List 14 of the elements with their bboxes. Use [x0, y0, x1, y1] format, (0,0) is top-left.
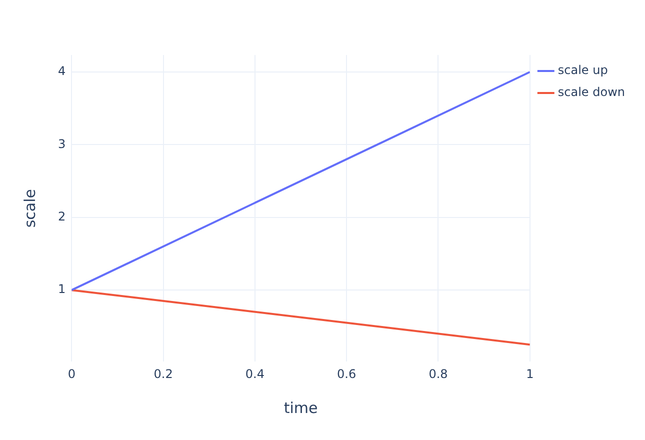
legend-label: scale down [558, 85, 626, 100]
y-tick-label: 2 [58, 210, 66, 224]
x-tick-label: 0.2 [154, 366, 173, 381]
y-tick-label: 3 [58, 136, 66, 151]
x-tick-label: 1 [526, 366, 534, 381]
x-tick-label: 0.8 [428, 366, 448, 381]
x-tick-label: 0.6 [337, 366, 356, 381]
y-tick-label: 4 [58, 64, 66, 78]
y-axis-title: scale [20, 188, 39, 228]
y-tick-label: 1 [58, 282, 66, 296]
x-tick-label: 0 [68, 366, 76, 381]
x-tick-label: 0.4 [245, 366, 264, 381]
x-axis-title: time [284, 398, 318, 417]
legend-label: scale up [558, 63, 608, 78]
